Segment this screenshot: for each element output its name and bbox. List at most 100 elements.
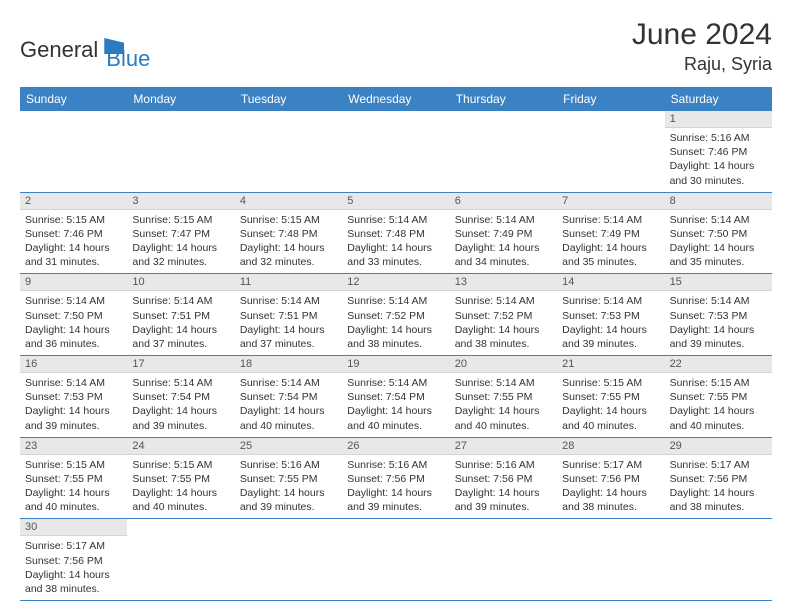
date-number: 16 — [20, 356, 127, 373]
date-number: 30 — [20, 519, 127, 536]
day-header: Saturday — [665, 87, 772, 111]
cell-body: Sunrise: 5:14 AMSunset: 7:52 PMDaylight:… — [450, 291, 557, 355]
location-label: Raju, Syria — [632, 54, 772, 75]
date-number: 9 — [20, 274, 127, 291]
cell-body: Sunrise: 5:15 AMSunset: 7:55 PMDaylight:… — [127, 455, 234, 519]
calendar-cell-empty — [557, 111, 664, 193]
cell-body: Sunrise: 5:14 AMSunset: 7:52 PMDaylight:… — [342, 291, 449, 355]
date-number: 29 — [665, 438, 772, 455]
date-number: 12 — [342, 274, 449, 291]
date-number: 24 — [127, 438, 234, 455]
cell-body: Sunrise: 5:14 AMSunset: 7:51 PMDaylight:… — [127, 291, 234, 355]
calendar-cell: 11Sunrise: 5:14 AMSunset: 7:51 PMDayligh… — [235, 274, 342, 356]
calendar-cell: 27Sunrise: 5:16 AMSunset: 7:56 PMDayligh… — [450, 438, 557, 520]
calendar-cell: 26Sunrise: 5:16 AMSunset: 7:56 PMDayligh… — [342, 438, 449, 520]
calendar-cell: 24Sunrise: 5:15 AMSunset: 7:55 PMDayligh… — [127, 438, 234, 520]
calendar-cell: 16Sunrise: 5:14 AMSunset: 7:53 PMDayligh… — [20, 356, 127, 438]
cell-body: Sunrise: 5:14 AMSunset: 7:50 PMDaylight:… — [665, 210, 772, 274]
date-number: 20 — [450, 356, 557, 373]
cell-body: Sunrise: 5:14 AMSunset: 7:54 PMDaylight:… — [235, 373, 342, 437]
calendar-cell: 17Sunrise: 5:14 AMSunset: 7:54 PMDayligh… — [127, 356, 234, 438]
date-number: 25 — [235, 438, 342, 455]
date-number: 22 — [665, 356, 772, 373]
calendar-cell: 13Sunrise: 5:14 AMSunset: 7:52 PMDayligh… — [450, 274, 557, 356]
cell-body: Sunrise: 5:14 AMSunset: 7:49 PMDaylight:… — [557, 210, 664, 274]
logo-text-general: General — [20, 37, 98, 63]
cell-body: Sunrise: 5:14 AMSunset: 7:51 PMDaylight:… — [235, 291, 342, 355]
cell-body: Sunrise: 5:14 AMSunset: 7:48 PMDaylight:… — [342, 210, 449, 274]
date-number: 11 — [235, 274, 342, 291]
calendar-cell-empty — [557, 519, 664, 601]
date-number: 8 — [665, 193, 772, 210]
cell-body: Sunrise: 5:16 AMSunset: 7:56 PMDaylight:… — [342, 455, 449, 519]
calendar-cell: 5Sunrise: 5:14 AMSunset: 7:48 PMDaylight… — [342, 193, 449, 275]
calendar-cell: 19Sunrise: 5:14 AMSunset: 7:54 PMDayligh… — [342, 356, 449, 438]
cell-body: Sunrise: 5:14 AMSunset: 7:55 PMDaylight:… — [450, 373, 557, 437]
cell-body: Sunrise: 5:15 AMSunset: 7:55 PMDaylight:… — [665, 373, 772, 437]
date-number: 10 — [127, 274, 234, 291]
calendar-cell: 29Sunrise: 5:17 AMSunset: 7:56 PMDayligh… — [665, 438, 772, 520]
day-header: Sunday — [20, 87, 127, 111]
cell-body: Sunrise: 5:16 AMSunset: 7:55 PMDaylight:… — [235, 455, 342, 519]
calendar-cell-empty — [235, 111, 342, 193]
title-block: June 2024 Raju, Syria — [632, 18, 772, 75]
calendar-cell-empty — [342, 519, 449, 601]
date-number: 5 — [342, 193, 449, 210]
cell-body: Sunrise: 5:14 AMSunset: 7:53 PMDaylight:… — [20, 373, 127, 437]
calendar-cell: 12Sunrise: 5:14 AMSunset: 7:52 PMDayligh… — [342, 274, 449, 356]
cell-body: Sunrise: 5:15 AMSunset: 7:47 PMDaylight:… — [127, 210, 234, 274]
calendar-cell-empty — [20, 111, 127, 193]
calendar-cell-empty — [342, 111, 449, 193]
date-number: 7 — [557, 193, 664, 210]
calendar-cell: 20Sunrise: 5:14 AMSunset: 7:55 PMDayligh… — [450, 356, 557, 438]
date-number: 27 — [450, 438, 557, 455]
date-number: 28 — [557, 438, 664, 455]
calendar-cell: 2Sunrise: 5:15 AMSunset: 7:46 PMDaylight… — [20, 193, 127, 275]
date-number: 17 — [127, 356, 234, 373]
date-number: 1 — [665, 111, 772, 128]
date-number: 13 — [450, 274, 557, 291]
header: General Blue June 2024 Raju, Syria — [20, 18, 772, 75]
cell-body: Sunrise: 5:15 AMSunset: 7:55 PMDaylight:… — [557, 373, 664, 437]
calendar-cell-empty — [235, 519, 342, 601]
calendar-cell: 30Sunrise: 5:17 AMSunset: 7:56 PMDayligh… — [20, 519, 127, 601]
page-title: June 2024 — [632, 18, 772, 52]
cell-body: Sunrise: 5:17 AMSunset: 7:56 PMDaylight:… — [665, 455, 772, 519]
calendar-cell: 1Sunrise: 5:16 AMSunset: 7:46 PMDaylight… — [665, 111, 772, 193]
calendar-cell: 14Sunrise: 5:14 AMSunset: 7:53 PMDayligh… — [557, 274, 664, 356]
cell-body: Sunrise: 5:14 AMSunset: 7:53 PMDaylight:… — [665, 291, 772, 355]
cell-body: Sunrise: 5:14 AMSunset: 7:54 PMDaylight:… — [342, 373, 449, 437]
date-number: 4 — [235, 193, 342, 210]
day-header: Monday — [127, 87, 234, 111]
calendar-cell-empty — [127, 111, 234, 193]
cell-body: Sunrise: 5:15 AMSunset: 7:48 PMDaylight:… — [235, 210, 342, 274]
calendar-cell: 8Sunrise: 5:14 AMSunset: 7:50 PMDaylight… — [665, 193, 772, 275]
logo: General Blue — [20, 28, 150, 72]
cell-body: Sunrise: 5:15 AMSunset: 7:55 PMDaylight:… — [20, 455, 127, 519]
calendar-cell-empty — [450, 519, 557, 601]
date-number: 23 — [20, 438, 127, 455]
calendar-cell: 23Sunrise: 5:15 AMSunset: 7:55 PMDayligh… — [20, 438, 127, 520]
date-number: 14 — [557, 274, 664, 291]
calendar-cell: 25Sunrise: 5:16 AMSunset: 7:55 PMDayligh… — [235, 438, 342, 520]
logo-shape-icon — [104, 38, 124, 54]
date-number: 26 — [342, 438, 449, 455]
cell-body: Sunrise: 5:16 AMSunset: 7:56 PMDaylight:… — [450, 455, 557, 519]
calendar-cell-empty — [450, 111, 557, 193]
date-number: 3 — [127, 193, 234, 210]
calendar-cell: 15Sunrise: 5:14 AMSunset: 7:53 PMDayligh… — [665, 274, 772, 356]
calendar-cell: 7Sunrise: 5:14 AMSunset: 7:49 PMDaylight… — [557, 193, 664, 275]
day-header: Tuesday — [235, 87, 342, 111]
calendar-cell: 28Sunrise: 5:17 AMSunset: 7:56 PMDayligh… — [557, 438, 664, 520]
day-header: Thursday — [450, 87, 557, 111]
calendar-cell: 18Sunrise: 5:14 AMSunset: 7:54 PMDayligh… — [235, 356, 342, 438]
calendar-cell: 21Sunrise: 5:15 AMSunset: 7:55 PMDayligh… — [557, 356, 664, 438]
cell-body: Sunrise: 5:17 AMSunset: 7:56 PMDaylight:… — [557, 455, 664, 519]
calendar-cell: 22Sunrise: 5:15 AMSunset: 7:55 PMDayligh… — [665, 356, 772, 438]
cell-body: Sunrise: 5:14 AMSunset: 7:50 PMDaylight:… — [20, 291, 127, 355]
cell-body: Sunrise: 5:14 AMSunset: 7:54 PMDaylight:… — [127, 373, 234, 437]
day-header: Friday — [557, 87, 664, 111]
day-header: Wednesday — [342, 87, 449, 111]
date-number: 6 — [450, 193, 557, 210]
calendar-cell: 6Sunrise: 5:14 AMSunset: 7:49 PMDaylight… — [450, 193, 557, 275]
